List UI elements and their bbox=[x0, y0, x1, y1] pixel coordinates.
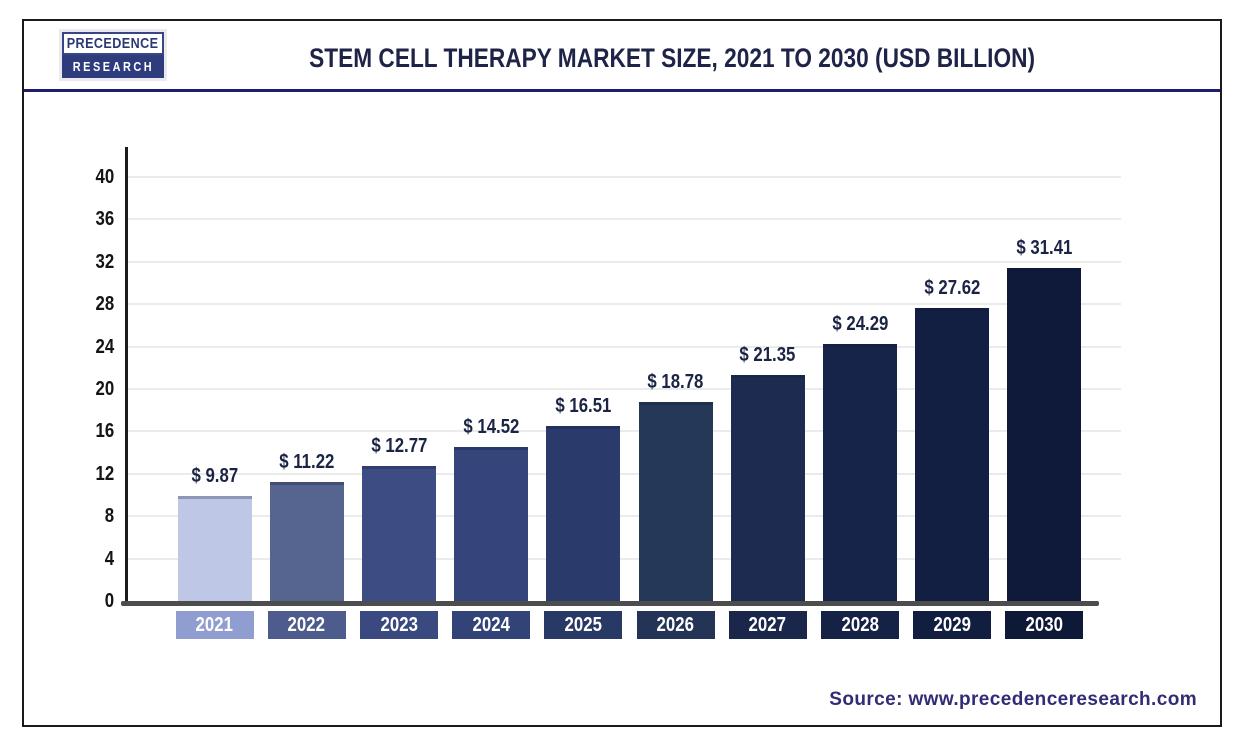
source-credit: Source: www.precedenceresearch.com bbox=[829, 689, 1197, 711]
precedence-research-logo: PRECEDENCE RESEARCH bbox=[62, 32, 164, 78]
category-label-text: 2030 bbox=[1025, 614, 1063, 636]
category-box-2025: 2025 bbox=[544, 611, 623, 639]
y-tick-label-40: 40 bbox=[52, 167, 114, 187]
category-label-text: 2025 bbox=[564, 614, 602, 636]
y-axis-line bbox=[125, 147, 128, 606]
value-label-2022: $ 11.22 bbox=[237, 450, 377, 474]
gridline-40 bbox=[125, 176, 1121, 178]
y-tick-label-28: 28 bbox=[52, 294, 114, 314]
value-label-2027: $ 21.35 bbox=[698, 343, 838, 367]
value-label-text: $ 9.87 bbox=[191, 465, 238, 487]
logo-line-precedence: PRECEDENCE bbox=[62, 32, 164, 55]
bar-2027 bbox=[730, 375, 805, 601]
bar-2028 bbox=[822, 344, 897, 601]
y-tick-text: 16 bbox=[95, 420, 114, 443]
y-tick-text: 12 bbox=[95, 462, 114, 485]
y-tick-label-0: 0 bbox=[52, 591, 114, 611]
value-label-2026: $ 18.78 bbox=[606, 370, 746, 394]
value-label-text: $ 18.78 bbox=[647, 371, 704, 393]
logo-line-research: RESEARCH bbox=[62, 55, 164, 78]
gridline-20 bbox=[125, 388, 1121, 390]
y-tick-text: 8 bbox=[104, 505, 114, 528]
x-axis-line bbox=[121, 601, 1099, 606]
bar-2026 bbox=[638, 402, 713, 601]
category-box-2029: 2029 bbox=[913, 611, 992, 639]
value-label-2030: $ 31.41 bbox=[974, 236, 1114, 260]
bar-2030 bbox=[1007, 268, 1082, 601]
value-label-text: $ 21.35 bbox=[739, 344, 796, 366]
value-label-text: $ 16.51 bbox=[555, 395, 612, 417]
bar-2022 bbox=[269, 482, 344, 601]
y-tick-label-8: 8 bbox=[52, 506, 114, 526]
category-box-2022: 2022 bbox=[267, 611, 346, 639]
y-tick-label-4: 4 bbox=[52, 549, 114, 569]
gridline-8 bbox=[125, 515, 1121, 518]
value-label-2029: $ 27.62 bbox=[882, 276, 1022, 300]
category-box-2023: 2023 bbox=[359, 611, 438, 639]
y-tick-text: 0 bbox=[104, 590, 114, 612]
value-label-text: $ 11.22 bbox=[279, 451, 335, 473]
category-label-text: 2029 bbox=[933, 614, 971, 636]
category-box-2028: 2028 bbox=[820, 611, 899, 639]
gridline-32 bbox=[125, 260, 1121, 263]
source-credit-text: Source: www.precedenceresearch.com bbox=[829, 689, 1197, 710]
value-label-text: $ 27.62 bbox=[924, 277, 981, 299]
y-tick-text: 36 bbox=[95, 208, 114, 231]
category-label-text: 2028 bbox=[841, 614, 879, 636]
value-label-2023: $ 12.77 bbox=[329, 434, 469, 458]
category-box-2026: 2026 bbox=[636, 611, 715, 639]
category-label-text: 2022 bbox=[287, 614, 326, 636]
category-label-text: 2027 bbox=[748, 614, 787, 636]
value-label-2024: $ 14.52 bbox=[421, 415, 561, 439]
category-label-text: 2021 bbox=[195, 614, 234, 636]
category-label-text: 2024 bbox=[472, 614, 510, 636]
category-box-2021: 2021 bbox=[175, 611, 254, 639]
category-box-2030: 2030 bbox=[1005, 611, 1084, 639]
gridline-12 bbox=[125, 472, 1121, 475]
chart-title-text: STEM CELL THERAPY MARKET SIZE, 2021 TO 2… bbox=[309, 43, 1035, 73]
value-label-2028: $ 24.29 bbox=[790, 312, 930, 336]
value-label-text: $ 12.77 bbox=[370, 435, 427, 457]
y-tick-label-36: 36 bbox=[52, 209, 114, 229]
value-label-2025: $ 16.51 bbox=[513, 394, 653, 418]
y-tick-label-32: 32 bbox=[52, 252, 114, 272]
y-tick-text: 4 bbox=[104, 547, 114, 570]
bar-2021 bbox=[177, 496, 252, 601]
bar-2025 bbox=[546, 426, 621, 601]
y-tick-label-16: 16 bbox=[52, 421, 114, 441]
gridline-4 bbox=[125, 557, 1121, 560]
logo-text-research: RESEARCH bbox=[72, 59, 154, 74]
category-box-2024: 2024 bbox=[452, 611, 531, 639]
gridline-24 bbox=[125, 345, 1121, 348]
y-tick-label-24: 24 bbox=[52, 337, 114, 357]
y-tick-text: 24 bbox=[95, 335, 114, 358]
bar-2023 bbox=[361, 466, 436, 601]
y-tick-label-12: 12 bbox=[52, 464, 114, 484]
gridline-16 bbox=[125, 430, 1121, 433]
y-tick-text: 20 bbox=[95, 378, 114, 400]
gridline-36 bbox=[125, 218, 1121, 221]
y-tick-text: 28 bbox=[95, 293, 114, 316]
category-box-2027: 2027 bbox=[728, 611, 807, 639]
bar-2024 bbox=[454, 447, 529, 601]
chart-frame: PRECEDENCE RESEARCH STEM CELL THERAPY MA… bbox=[22, 19, 1222, 727]
chart-header: PRECEDENCE RESEARCH STEM CELL THERAPY MA… bbox=[24, 21, 1220, 92]
value-label-text: $ 24.29 bbox=[831, 313, 888, 335]
chart-title: STEM CELL THERAPY MARKET SIZE, 2021 TO 2… bbox=[122, 43, 1222, 77]
category-label-text: 2026 bbox=[656, 614, 695, 636]
y-tick-text: 40 bbox=[95, 166, 114, 188]
category-label-text: 2023 bbox=[380, 614, 418, 636]
gridline-28 bbox=[125, 303, 1121, 306]
value-label-text: $ 31.41 bbox=[1016, 237, 1073, 259]
value-label-2021: $ 9.87 bbox=[145, 464, 285, 488]
chart-plot: 0 4 8 12 16 20 24 28 32 36 40 $ 9.87 2021 $ 11.22 2022… bbox=[24, 92, 1220, 725]
logo-text-precedence: PRECEDENCE bbox=[67, 35, 159, 52]
y-tick-text: 32 bbox=[95, 250, 114, 273]
value-label-text: $ 14.52 bbox=[463, 416, 520, 438]
y-tick-label-20: 20 bbox=[52, 379, 114, 399]
bar-2029 bbox=[915, 308, 990, 601]
